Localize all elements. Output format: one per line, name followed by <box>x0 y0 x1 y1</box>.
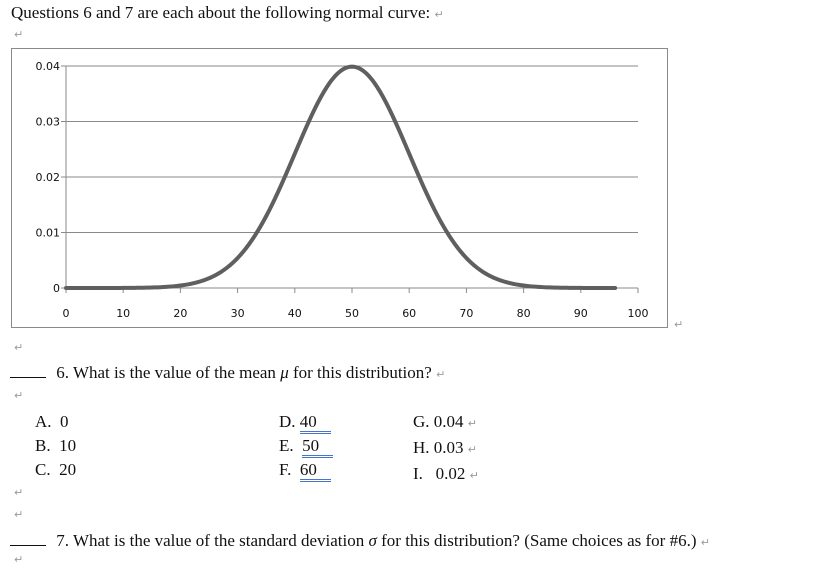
svg-text:40: 40 <box>288 307 302 320</box>
svg-text:20: 20 <box>173 307 187 320</box>
svg-text:100: 100 <box>628 307 649 320</box>
choice-i: I. 0.02 ↵ <box>413 464 479 483</box>
paragraph-mark-icon: ↵ <box>14 553 24 566</box>
chart-plot: 0 0.01 0.02 0.03 0.04 0 10 20 30 40 50 60 70 80 90 100 <box>36 60 649 320</box>
q6-number: 6. <box>56 363 69 382</box>
q7-number: 7. <box>56 531 69 550</box>
choice-g: G. 0.04 ↵ <box>413 412 477 431</box>
heading-text: Questions 6 and 7 are each about the fol… <box>11 3 431 22</box>
choices-col-2: D. 40 E. 50 F. 60 <box>279 410 334 482</box>
mu-symbol: μ <box>280 363 289 382</box>
svg-text:30: 30 <box>231 307 245 320</box>
svg-text:0.04: 0.04 <box>36 60 61 73</box>
paragraph-mark-icon: ↵ <box>14 341 24 354</box>
heading-line: Questions 6 and 7 are each about the fol… <box>11 3 444 23</box>
svg-text:90: 90 <box>574 307 588 320</box>
paragraph-mark-icon: ↵ <box>469 469 479 482</box>
paragraph-mark-icon: ↵ <box>14 389 24 402</box>
choices-col-1: A. 0 B. 10 C. 20 <box>35 410 76 482</box>
svg-text:0.03: 0.03 <box>36 116 61 129</box>
paragraph-mark-icon: ↵ <box>14 486 24 499</box>
question-7: 7. What is the value of the standard dev… <box>10 531 710 551</box>
answer-blank-7[interactable] <box>10 544 46 546</box>
choice-c: C. 20 <box>35 460 77 479</box>
answer-blank-6[interactable] <box>10 376 46 378</box>
paragraph-mark-icon: ↵ <box>14 508 24 521</box>
svg-text:50: 50 <box>345 307 359 320</box>
choice-b: B. 10 <box>35 436 77 455</box>
normal-curve-chart[interactable]: 0 0.01 0.02 0.03 0.04 0 10 20 30 40 50 60 70 80 90 100 <box>11 48 668 328</box>
svg-text:0: 0 <box>63 307 70 320</box>
choice-d: D. 40 <box>279 410 333 434</box>
q7-text-after: for this distribution? (Same choices as … <box>381 531 697 550</box>
paragraph-mark-icon: ↵ <box>434 8 444 21</box>
q7-text-before: What is the value of the standard deviat… <box>72 531 365 550</box>
sigma-symbol: σ <box>368 531 377 550</box>
q6-text-after: for this distribution? <box>292 363 432 382</box>
choice-e: E. 50 <box>279 434 334 458</box>
svg-text:0.02: 0.02 <box>36 171 61 184</box>
choices-col-3: G. 0.04 ↵ H. 0.03 ↵ I. 0.02 ↵ <box>413 410 479 488</box>
svg-text:60: 60 <box>402 307 416 320</box>
choice-a: A. 0 <box>35 412 69 431</box>
choice-h: H. 0.03 ↵ <box>413 438 477 457</box>
svg-text:0: 0 <box>53 282 60 295</box>
paragraph-mark-icon: ↵ <box>436 368 446 381</box>
paragraph-mark-icon: ↵ <box>467 443 477 456</box>
question-6: 6. What is the value of the mean μ for t… <box>10 363 445 383</box>
paragraph-mark-icon: ↵ <box>467 417 477 430</box>
paragraph-mark-icon: ↵ <box>14 28 24 41</box>
paragraph-mark-icon: ↵ <box>700 536 710 549</box>
choice-f: F. 60 <box>279 458 333 482</box>
svg-text:0.01: 0.01 <box>36 227 61 240</box>
svg-text:70: 70 <box>459 307 473 320</box>
q6-text-before: What is the value of the mean <box>72 363 276 382</box>
svg-text:80: 80 <box>517 307 531 320</box>
svg-text:10: 10 <box>116 307 130 320</box>
paragraph-mark-icon: ↵ <box>674 318 684 331</box>
